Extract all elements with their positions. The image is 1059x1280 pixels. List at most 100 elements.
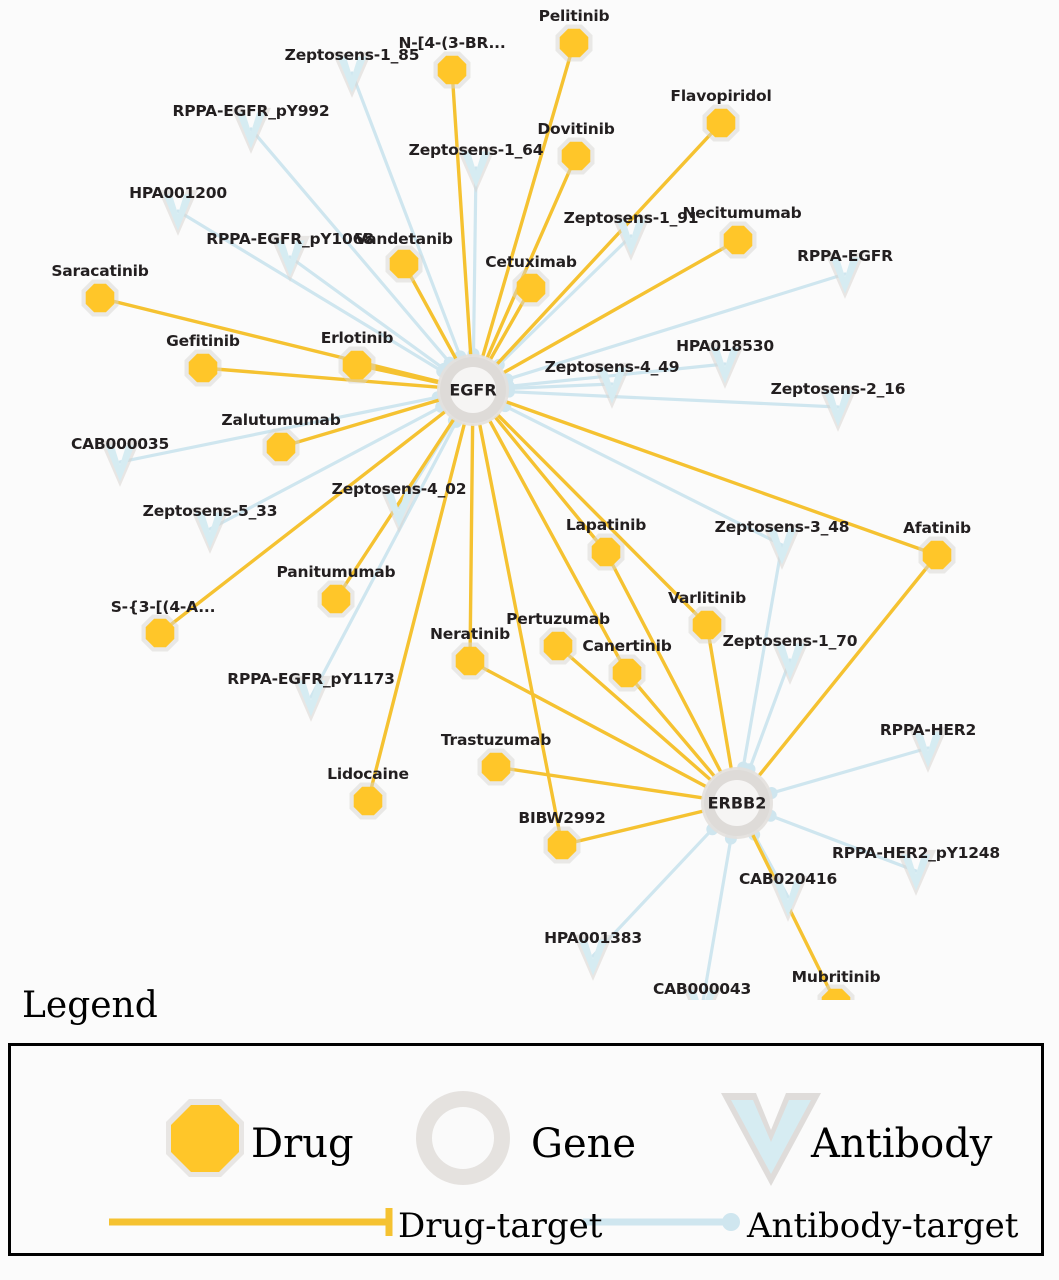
antibody-vee (163, 194, 193, 231)
drug-node[interactable] (587, 533, 625, 571)
network-graph (81, 24, 956, 1001)
drug-node[interactable] (702, 104, 740, 142)
drug-node[interactable] (184, 349, 222, 387)
drug-node[interactable] (141, 614, 179, 652)
antibody-node[interactable] (818, 385, 858, 432)
antibody-vee (236, 112, 266, 149)
drug-label: Saracatinib (51, 262, 149, 280)
antibody-vee (461, 151, 491, 188)
drug-octagon (692, 610, 722, 640)
antibody-label: Zeptosens-2_16 (770, 380, 906, 398)
antibody-node[interactable] (768, 875, 808, 922)
drug-node[interactable] (512, 269, 550, 307)
antibody-node[interactable] (705, 342, 745, 389)
antibody-node[interactable] (908, 726, 948, 773)
edge-drug-target (560, 809, 704, 847)
antibody-node[interactable] (770, 638, 810, 685)
edge-drug-target (485, 154, 578, 359)
drug-node[interactable] (385, 245, 423, 283)
drug-node[interactable] (719, 221, 757, 259)
drug-node[interactable] (433, 51, 471, 89)
drug-octagon (85, 283, 115, 313)
drug-octagon (353, 786, 383, 816)
antibody-label: Zeptosens-1_91 (563, 209, 699, 227)
drug-node[interactable] (349, 782, 387, 820)
antibody-node[interactable] (291, 675, 331, 722)
antibody-vee (830, 257, 860, 294)
edge-drug-target (279, 398, 441, 449)
antibody-node[interactable] (158, 189, 198, 236)
edge-antibody-target (507, 382, 614, 391)
antibody-vee (687, 990, 717, 1000)
antibody-label: Zeptosens-3_48 (714, 518, 850, 536)
antibody-label: HPA001383 (544, 929, 642, 947)
antibody-node[interactable] (762, 523, 802, 570)
antibody-label: Zeptosens-5_33 (142, 502, 278, 520)
drug-node[interactable] (817, 984, 855, 1001)
drug-octagon (547, 830, 577, 860)
antibody-node[interactable] (379, 486, 419, 533)
drug-node[interactable] (477, 748, 515, 786)
antibody-label: CAB000035 (70, 435, 170, 453)
legend-label-drug: Drug (251, 1121, 354, 1167)
edge-drug-target (488, 419, 629, 675)
antibody-node[interactable] (611, 214, 651, 261)
antibody-node[interactable] (456, 146, 496, 193)
edge-drug-target (505, 400, 939, 557)
antibody-node[interactable] (190, 507, 230, 554)
drug-label: Cetuximab (485, 253, 577, 271)
legend-label-drug-target: Drug-target (398, 1206, 603, 1246)
drug-node[interactable] (555, 24, 593, 62)
drug-node[interactable] (557, 137, 595, 175)
antibody-node[interactable] (100, 440, 140, 487)
drug-octagon (321, 584, 351, 614)
legend: Legend (0, 985, 1059, 1280)
antibody-node[interactable] (592, 362, 632, 409)
drug-octagon (516, 273, 546, 303)
antibody-label: RPPA-EGFR_pY1173 (227, 670, 395, 688)
edge-drug-target (494, 765, 704, 800)
antibody-vee (597, 367, 627, 404)
antibody-vee (616, 219, 646, 256)
gene-node-egfr[interactable] (437, 354, 509, 426)
gene-inner (714, 780, 760, 826)
antibody-label: CAB000043 (652, 980, 752, 998)
drug-label: Gefitinib (166, 332, 240, 350)
drug-label: BIBW2992 (518, 809, 606, 827)
antibody-label: RPPA-EGFR (797, 247, 893, 265)
drug-label: Dovitinib (537, 120, 615, 138)
drug-octagon (723, 225, 753, 255)
antibody-node[interactable] (231, 107, 271, 154)
antibody-node[interactable] (573, 934, 613, 981)
drug-node[interactable] (317, 580, 355, 618)
edge-drug-target (751, 833, 837, 1000)
drug-node[interactable] (918, 536, 956, 574)
edge-antibody-target (701, 836, 733, 1000)
drug-octagon (561, 141, 591, 171)
drug-node[interactable] (451, 642, 489, 680)
drug-node[interactable] (539, 627, 577, 665)
legend-label-gene: Gene (531, 1121, 637, 1167)
antibody-vee (823, 390, 853, 427)
legend-drug-edge (109, 1208, 393, 1236)
drug-label: Zalutumumab (221, 411, 341, 429)
antibody-node[interactable] (896, 849, 936, 896)
antibody-node[interactable] (825, 252, 865, 299)
drug-node[interactable] (338, 346, 376, 384)
drug-label: Vandetanib (355, 230, 453, 248)
drug-octagon (612, 658, 642, 688)
drug-label: Necitumumab (682, 204, 802, 222)
drug-node[interactable] (608, 654, 646, 692)
legend-drug-icon (166, 1099, 244, 1177)
drug-node[interactable] (543, 826, 581, 864)
drug-node[interactable] (262, 428, 300, 466)
antibody-node[interactable] (332, 51, 372, 98)
gene-node-erbb2[interactable] (701, 767, 773, 839)
antibody-node[interactable] (270, 235, 310, 282)
edge-drug-target (201, 366, 439, 389)
gene-label-erbb2: ERBB2 (707, 793, 767, 813)
drug-label: Afatinib (903, 519, 971, 537)
antibody-node[interactable] (682, 985, 722, 1000)
drug-node[interactable] (688, 606, 726, 644)
drug-node[interactable] (81, 279, 119, 317)
